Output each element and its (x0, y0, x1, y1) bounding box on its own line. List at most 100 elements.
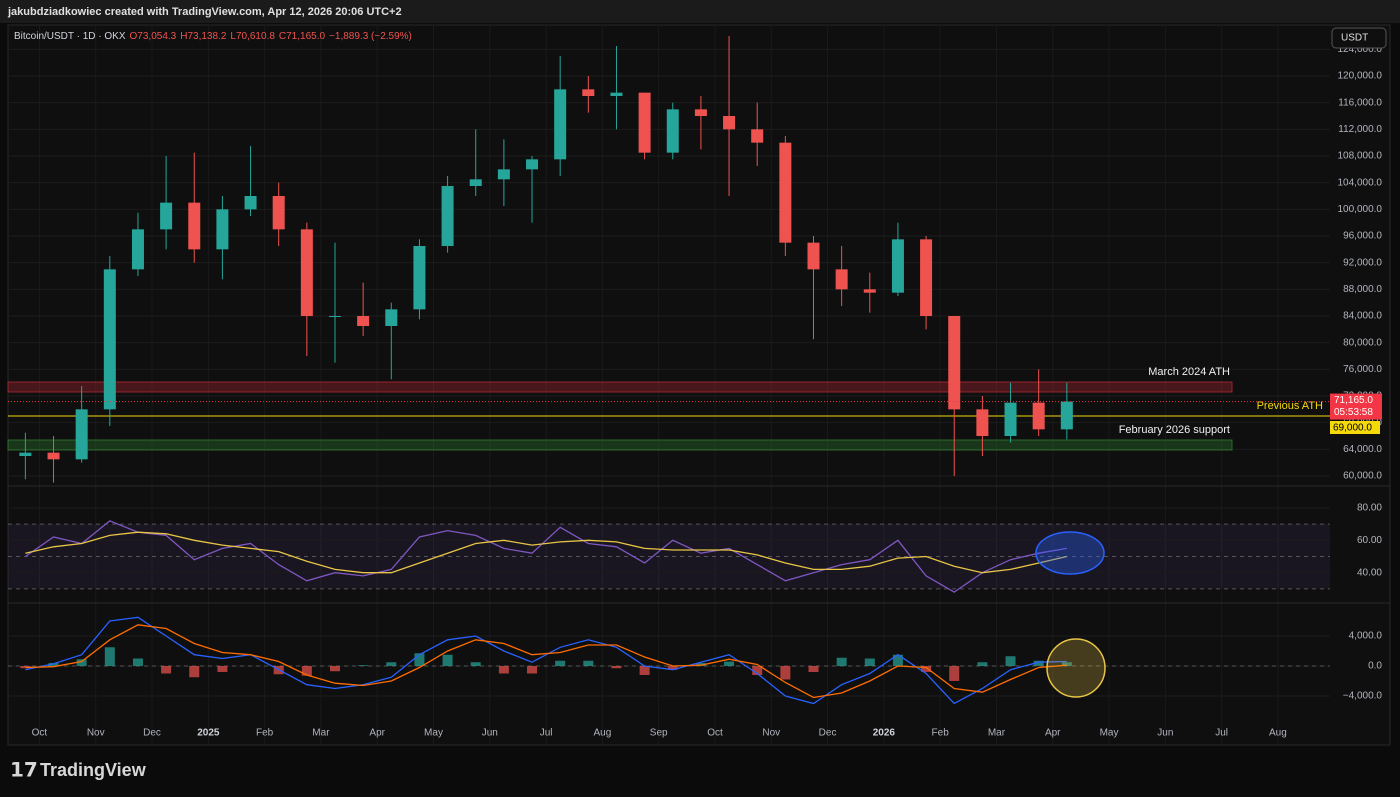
candle-body (75, 409, 88, 460)
histogram-bar (414, 653, 425, 666)
y-tick-label: 4,000.0 (1349, 631, 1383, 642)
histogram-bar (780, 665, 791, 680)
plot-layer: Oct Nov Dec 2025 Feb Mar Apr May Jun Jul Aug Sep Oct… (7, 25, 1390, 745)
y-tick-label: 100,000.0 (1338, 204, 1383, 215)
x-tick-label: Mar (312, 728, 330, 739)
x-tick-label: Feb (256, 728, 274, 739)
x-tick-label: Apr (369, 728, 385, 739)
x-tick-label: Mar (988, 728, 1006, 739)
legend-open: O73,054.3 (130, 31, 177, 42)
legend-change: −1,889.3 (−2.59%) (329, 31, 412, 42)
currency-button[interactable] (1331, 27, 1387, 49)
y-tick-label: 60,000.0 (1343, 471, 1382, 482)
legend-close: C71,165.0 (279, 31, 326, 42)
histogram-bar (583, 660, 594, 666)
histogram-bar (667, 665, 678, 670)
candle-body (244, 196, 257, 210)
x-tick-label: Aug (593, 728, 611, 739)
x-tick-label: Nov (762, 728, 780, 739)
candle-body (920, 239, 933, 316)
candle-body (835, 269, 848, 290)
candle-body (385, 309, 398, 326)
histogram-bar (470, 662, 481, 666)
histogram-bar (76, 659, 87, 666)
line-series (25, 531, 1067, 574)
x-tick-label: Jul (540, 728, 553, 739)
histogram-bar (1033, 660, 1044, 666)
candle-body (469, 179, 482, 186)
histogram-bar (498, 665, 509, 674)
histogram-bar (752, 665, 763, 675)
histogram-bar (358, 665, 369, 666)
author-line: jakubdziadkowiec created with TradingVie… (7, 6, 402, 18)
candle-body (891, 239, 904, 293)
x-tick-label: Oct (707, 728, 723, 739)
histogram-bar (1061, 662, 1072, 666)
candle-body (666, 109, 679, 153)
candle-body (413, 246, 426, 310)
x-tick-label: Feb (932, 728, 950, 739)
y-tick-label: 84,000.0 (1343, 311, 1382, 322)
candle-body (47, 452, 60, 460)
brand: TradingView (40, 760, 147, 780)
line-series (25, 624, 1067, 699)
histogram-bar (189, 665, 200, 678)
x-tick-label: Dec (143, 728, 161, 739)
y-tick-label: 112,000.0 (1338, 124, 1382, 135)
y-tick-label: 0.0 (1368, 661, 1382, 672)
symbol: Bitcoin/USDT · 1D · OKX (14, 31, 126, 42)
y-tick-label: 88,000.0 (1343, 284, 1382, 295)
y-tick-label: 96,000.0 (1343, 231, 1382, 242)
y-tick-label: 116,000.0 (1338, 97, 1382, 108)
highlight-ellipse (1035, 531, 1105, 575)
candle-body (582, 89, 595, 96)
histogram-bar (639, 665, 650, 675)
zone (7, 381, 1233, 393)
candle-body (1060, 401, 1073, 430)
legend-low: L70,610.8 (230, 31, 275, 42)
legend-high: H73,138.2 (180, 31, 227, 42)
y-tick-label: 64,000.0 (1343, 444, 1382, 455)
histogram-bar (217, 665, 228, 672)
candle-body (807, 242, 820, 270)
y-tick-label: 80.00 (1357, 503, 1382, 514)
histogram-bar (1005, 656, 1016, 666)
candle-body (751, 129, 764, 143)
candle-body (160, 202, 173, 230)
candle-body (300, 229, 313, 316)
currency-label[interactable]: USDT (1341, 33, 1368, 44)
y-tick-label: 104,000.0 (1338, 177, 1383, 188)
histogram-bar (48, 662, 59, 666)
y-tick-label: 108,000.0 (1338, 151, 1383, 162)
candle-body (328, 316, 341, 317)
candle-body (554, 89, 567, 160)
zone (7, 439, 1233, 451)
line-series (25, 616, 1067, 705)
x-tick-label: May (424, 728, 443, 739)
histogram-bar (836, 657, 847, 666)
candle-body (976, 409, 989, 436)
y-tick-label: 92,000.0 (1343, 257, 1382, 268)
x-tick-label: 2026 (873, 728, 896, 739)
chart-frame (7, 24, 1391, 746)
histogram-bar (104, 647, 115, 666)
x-tick-label: Dec (819, 728, 837, 739)
histogram-bar (724, 661, 735, 666)
highlight-circle (1046, 638, 1106, 698)
histogram-bar (20, 665, 31, 669)
last-price-box (1330, 393, 1382, 420)
y-tick-label: 120,000.0 (1338, 71, 1383, 82)
candle-body (103, 269, 116, 410)
rsi-band (8, 524, 1330, 589)
histogram-bar (864, 658, 875, 666)
candle-body (526, 159, 539, 170)
candle-body (272, 196, 285, 230)
histogram-bar (921, 665, 932, 672)
x-tick-label: Jun (1157, 728, 1173, 739)
histogram-bar (695, 662, 706, 666)
candle-body (1004, 402, 1017, 436)
last-price-label: 71,165.0 (1334, 395, 1373, 406)
candle-body (441, 186, 454, 246)
candle-body (216, 209, 229, 250)
x-tick-label: Aug (1269, 728, 1287, 739)
